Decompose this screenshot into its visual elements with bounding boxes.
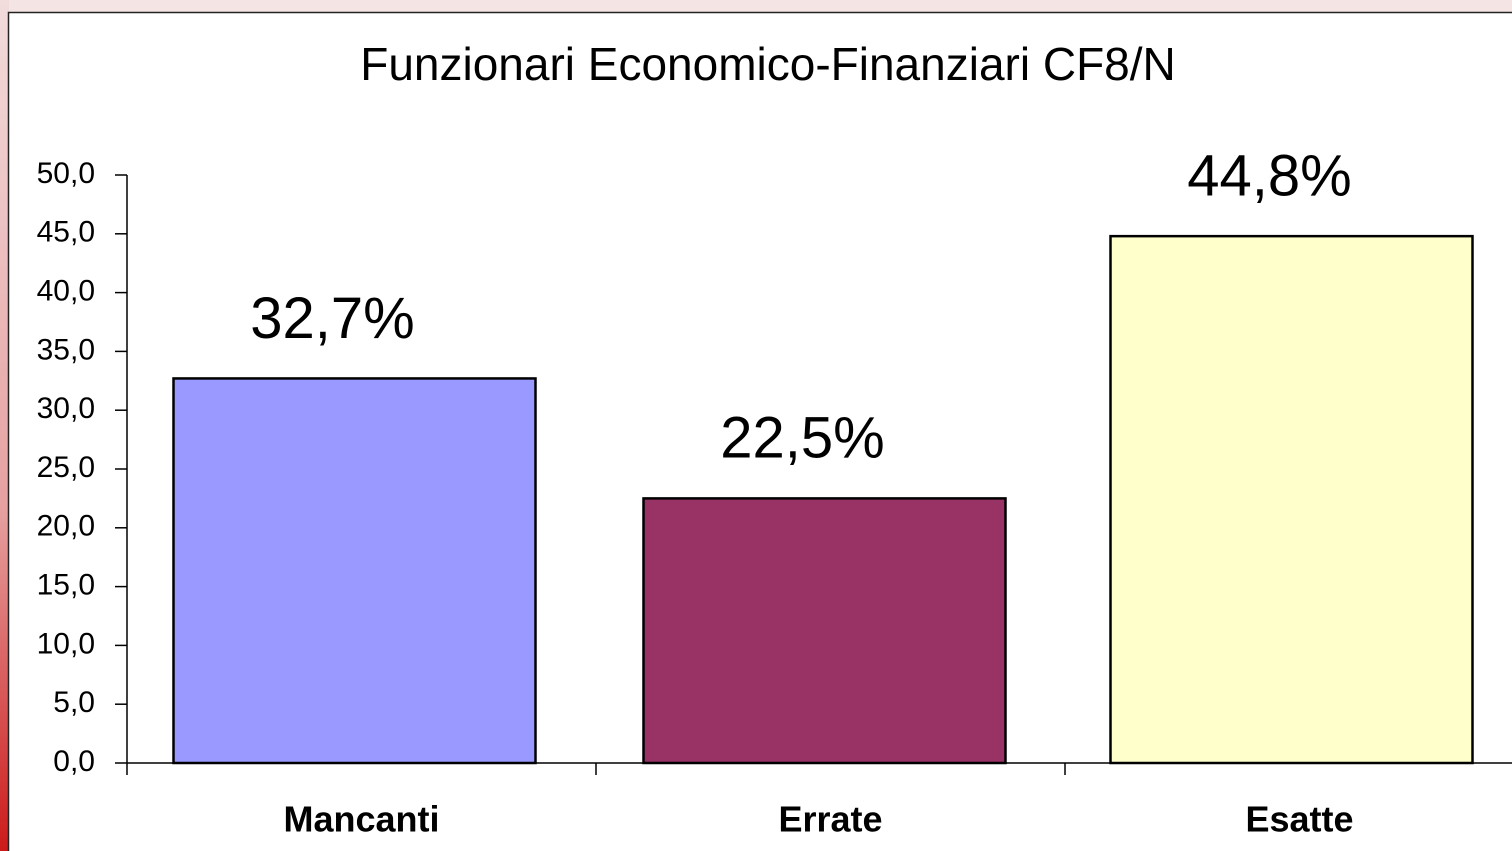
bar [642,497,1007,765]
y-tick-label: 5,0 [53,686,95,719]
y-tick-label: 30,0 [37,392,95,425]
y-tick-label: 40,0 [37,275,95,308]
chart-title: Funzionari Economico-Finanziari CF8/N [360,38,1176,90]
y-tick-label: 20,0 [37,510,95,543]
y-tick-label: 0,0 [53,745,95,778]
y-tick-label: 45,0 [37,216,95,249]
value-label: 32,7% [250,286,414,351]
edge-strip [0,0,9,851]
y-tick-label: 50,0 [37,157,95,190]
value-label: 44,8% [1187,143,1351,208]
value-label: 22,5% [720,406,884,471]
x-tick-label: Mancanti [283,799,439,840]
y-tick-label: 15,0 [37,569,95,602]
y-tick-label: 10,0 [37,627,95,660]
bar [172,377,537,765]
x-tick-label: Esatte [1245,799,1353,840]
y-tick-label: 35,0 [37,333,95,366]
y-tick-label: 25,0 [37,451,95,484]
x-tick-label: Errate [778,799,882,840]
bar [1109,234,1474,765]
